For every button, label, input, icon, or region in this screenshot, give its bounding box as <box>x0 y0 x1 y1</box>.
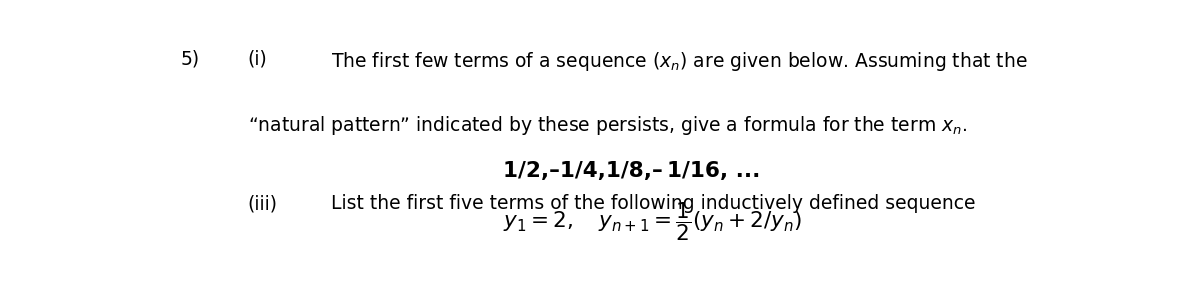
Text: “natural pattern” indicated by these persists, give a formula for the term $x_n$: “natural pattern” indicated by these per… <box>247 114 967 137</box>
Text: (i): (i) <box>247 50 268 69</box>
Text: 5): 5) <box>181 50 200 69</box>
Text: (iii): (iii) <box>247 194 277 213</box>
Text: 1/2,–1/4,1/8,– 1/16, ...: 1/2,–1/4,1/8,– 1/16, ... <box>504 162 761 182</box>
Text: List the first five terms of the following inductively defined sequence: List the first five terms of the followi… <box>331 194 976 213</box>
Text: $y_1 = 2, \quad y_{n+1} = \dfrac{1}{2}(y_n + 2/y_n)$: $y_1 = 2, \quad y_{n+1} = \dfrac{1}{2}(y… <box>504 200 803 243</box>
Text: The first few terms of a sequence $(x_n)$ are given below. Assuming that the: The first few terms of a sequence $(x_n)… <box>331 50 1028 73</box>
